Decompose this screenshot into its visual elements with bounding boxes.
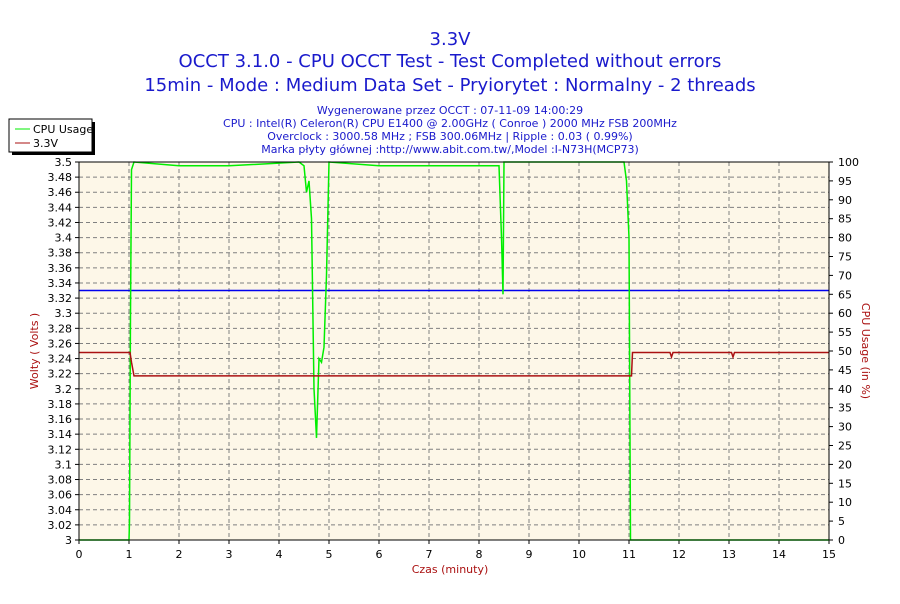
series-line-3-3v	[79, 351, 829, 377]
y-tick-label: 3.24	[48, 353, 73, 366]
x-tick-label: 1	[126, 548, 133, 561]
y2-tick-label: 50	[838, 345, 852, 358]
x-tick-label: 3	[226, 548, 233, 561]
legend: CPU Usage 3.3V	[8, 118, 95, 155]
y2-axis-label: CPU Usage (in %)	[859, 303, 872, 399]
x-tick-label: 14	[772, 548, 786, 561]
chart-subtitle-1: OCCT 3.1.0 - CPU OCCT Test - Test Comple…	[179, 51, 722, 72]
y2-tick-label: 55	[838, 326, 852, 339]
y2-tick-label: 35	[838, 402, 852, 415]
y-tick-label: 3.3	[55, 307, 73, 320]
info-line-3: Overclock : 3000.58 MHz ; FSB 300.06MHz …	[267, 130, 632, 143]
y-tick-label: 3.32	[48, 292, 73, 305]
y-tick-label: 3.06	[48, 489, 73, 502]
x-tick-label: 15	[822, 548, 836, 561]
y2-tick-label: 0	[838, 534, 845, 547]
y-tick-label: 3.48	[48, 171, 73, 184]
y2-tick-label: 85	[838, 213, 852, 226]
info-line-2: CPU : Intel(R) Celeron(R) CPU E1400 @ 2.…	[223, 117, 677, 130]
x-tick-label: 9	[526, 548, 533, 561]
x-tick-label: 7	[426, 548, 433, 561]
y-tick-label: 3.38	[48, 247, 73, 260]
y2-tick-label: 100	[838, 156, 859, 169]
y2-tick-label: 5	[838, 515, 845, 528]
y2-tick-label: 45	[838, 364, 852, 377]
plot-area	[79, 162, 829, 540]
y-tick-label: 3.5	[55, 156, 73, 169]
y-tick-label: 3.36	[48, 262, 73, 275]
x-tick-label: 6	[376, 548, 383, 561]
x-tick-label: 13	[722, 548, 736, 561]
chart-subtitle-2: 15min - Mode : Medium Data Set - Pryiory…	[144, 75, 755, 96]
y-tick-label: 3.16	[48, 413, 73, 426]
y2-tick-label: 95	[838, 175, 852, 188]
y-tick-label: 3.04	[48, 504, 73, 517]
x-tick-label: 4	[276, 548, 283, 561]
x-tick-label: 5	[326, 548, 333, 561]
y-tick-label: 3.2	[55, 383, 73, 396]
y2-tick-label: 70	[838, 269, 852, 282]
y-tick-label: 3.22	[48, 368, 73, 381]
y-tick-label: 3.34	[48, 277, 73, 290]
chart-title: 3.3V	[430, 29, 472, 50]
y2-tick-label: 25	[838, 440, 852, 453]
x-tick-label: 2	[176, 548, 183, 561]
y2-tick-label: 60	[838, 307, 852, 320]
y2-tick-label: 75	[838, 251, 852, 264]
y2-tick-label: 30	[838, 421, 852, 434]
y-tick-label: 3.44	[48, 201, 73, 214]
y2-tick-label: 65	[838, 288, 852, 301]
y-tick-label: 3.1	[55, 458, 73, 471]
y2-tick-label: 10	[838, 496, 852, 509]
y-tick-label: 3.02	[48, 519, 73, 532]
y-tick-label: 3.28	[48, 322, 73, 335]
y2-tick-label: 90	[838, 194, 852, 207]
y-tick-label: 3.46	[48, 186, 73, 199]
x-tick-label: 12	[672, 548, 686, 561]
info-line-4: Marka płyty głównej :http://www.abit.com…	[261, 143, 639, 156]
y-tick-label: 3.42	[48, 216, 73, 229]
x-axis-label: Czas (minuty)	[412, 563, 489, 576]
y-tick-label: 3.26	[48, 337, 73, 350]
y-tick-label: 3.14	[48, 428, 73, 441]
y2-tick-label: 40	[838, 383, 852, 396]
y-tick-label: 3.18	[48, 398, 73, 411]
x-tick-label: 0	[76, 548, 83, 561]
y2-tick-label: 15	[838, 477, 852, 490]
y-tick-label: 3.08	[48, 474, 73, 487]
legend-label-cpu: CPU Usage	[33, 123, 93, 136]
y-tick-label: 3	[65, 534, 72, 547]
y-tick-label: 3.12	[48, 443, 73, 456]
legend-label-voltage: 3.3V	[33, 137, 58, 150]
x-tick-label: 10	[572, 548, 586, 561]
y-tick-label: 3.4	[55, 232, 73, 245]
x-tick-label: 11	[622, 548, 636, 561]
info-line-1: Wygenerowane przez OCCT : 07-11-09 14:00…	[317, 104, 583, 117]
y-axis-label: Wolty ( Volts )	[28, 313, 41, 389]
y2-tick-label: 20	[838, 458, 852, 471]
x-tick-label: 8	[476, 548, 483, 561]
y2-tick-label: 80	[838, 232, 852, 245]
